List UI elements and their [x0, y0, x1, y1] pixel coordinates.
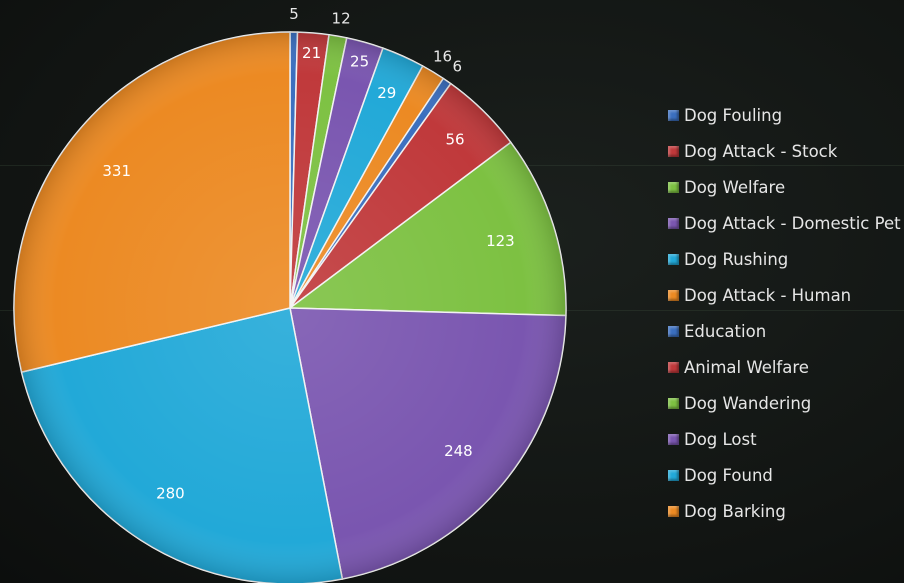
data-label-dog-lost: 248 [444, 442, 473, 460]
legend-item-dog-wandering: Dog Wandering [668, 385, 904, 421]
pie-data-labels: 5 21 12 25 29 166 56 123 248 280 331 [102, 5, 514, 503]
data-label-dog-attack-stock: 21 [302, 44, 321, 62]
legend-swatch [668, 217, 679, 229]
legend-item-dog-rushing: Dog Rushing [668, 241, 904, 277]
data-label-animal-welfare: 56 [445, 130, 464, 148]
data-label-dog-wandering: 123 [486, 232, 515, 250]
legend-item-dog-attack-domestic-pet: Dog Attack - Domestic Pet [668, 205, 904, 241]
legend-swatch [668, 253, 679, 265]
legend-item-dog-lost: Dog Lost [668, 421, 904, 457]
legend-label: Animal Welfare [684, 357, 809, 377]
legend-item-dog-barking: Dog Barking [668, 493, 904, 529]
legend-label: Dog Rushing [684, 249, 789, 269]
legend-label: Dog Barking [684, 501, 786, 521]
data-label-dog-barking: 331 [102, 162, 131, 180]
legend-swatch [668, 397, 679, 409]
data-label-dog-welfare: 12 [332, 10, 351, 28]
legend-label: Dog Found [684, 465, 773, 485]
legend-swatch [668, 109, 679, 121]
legend-swatch [668, 145, 679, 157]
legend-item-dog-attack-stock: Dog Attack - Stock [668, 133, 904, 169]
data-label-dog-found: 280 [156, 485, 185, 503]
legend-label: Dog Attack - Stock [684, 141, 838, 161]
data-label-dog-rushing: 29 [377, 84, 396, 102]
legend: Dog Fouling Dog Attack - Stock Dog Welfare… [668, 97, 904, 529]
legend-label: Dog Welfare [684, 177, 786, 197]
legend-item-dog-found: Dog Found [668, 457, 904, 493]
legend-label: Dog Attack - Domestic Pet [684, 213, 901, 233]
pie-slices [13, 31, 567, 583]
data-label-education: 6 [453, 57, 463, 75]
legend-swatch [668, 181, 679, 193]
data-label-dog-attack-human: 16 [433, 48, 452, 66]
legend-label: Dog Attack - Human [684, 285, 852, 305]
legend-label: Education [684, 321, 767, 341]
legend-item-dog-fouling: Dog Fouling [668, 97, 904, 133]
legend-label: Dog Wandering [684, 393, 812, 413]
legend-item-animal-welfare: Animal Welfare [668, 349, 904, 385]
legend-swatch [668, 433, 679, 445]
legend-label: Dog Fouling [684, 105, 783, 125]
legend-swatch [668, 505, 679, 517]
legend-swatch [668, 325, 679, 337]
legend-item-education: Education [668, 313, 904, 349]
legend-swatch [668, 469, 679, 481]
legend-item-dog-welfare: Dog Welfare [668, 169, 904, 205]
legend-swatch [668, 361, 679, 373]
data-label-dog-fouling: 5 [289, 5, 299, 23]
legend-label: Dog Lost [684, 429, 757, 449]
data-label-dog-attack-domestic-pet: 25 [350, 53, 369, 71]
legend-swatch [668, 289, 679, 301]
legend-item-dog-attack-human: Dog Attack - Human [668, 277, 904, 313]
